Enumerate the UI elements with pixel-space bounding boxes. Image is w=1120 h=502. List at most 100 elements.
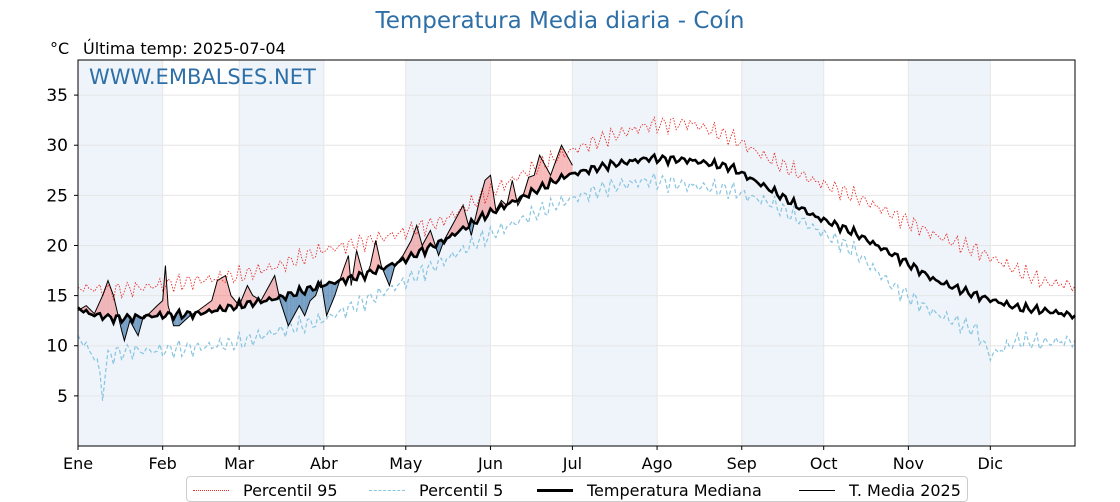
anomaly-fill-above <box>536 160 539 194</box>
anomaly-fill-above <box>460 207 462 230</box>
anomaly-fill-above <box>226 280 229 308</box>
anomaly-fill-above <box>217 279 219 311</box>
legend-item-p5: Percentil 5 <box>369 480 503 500</box>
anomaly-fill-above <box>248 288 251 302</box>
month-band-sep <box>741 60 824 446</box>
anomaly-fill-above <box>106 280 109 316</box>
anomaly-fill-below <box>285 296 287 322</box>
month-shading <box>78 60 991 446</box>
anomaly-fill-above <box>412 232 414 257</box>
series-line-median <box>77 152 1076 327</box>
anomaly-fill-above <box>165 265 167 317</box>
anomaly-fill-above <box>347 255 349 281</box>
anomaly-fill-below <box>386 265 389 283</box>
anomaly-fill-above <box>109 284 111 317</box>
anomaly-fill-below <box>293 295 296 316</box>
anomaly-fill-above <box>484 179 487 220</box>
anomaly-fill-below <box>300 289 302 311</box>
x-tick-label: May <box>389 454 422 473</box>
anomaly-fill-above <box>546 167 548 189</box>
x-tick-label: Abr <box>310 454 338 473</box>
anomaly-fill-above <box>545 165 547 189</box>
y-axis-unit-label: °C <box>50 39 70 58</box>
anomaly-fill-below <box>288 292 290 326</box>
anomaly-fill-above <box>452 222 454 235</box>
anomaly-fill-above <box>108 280 110 316</box>
anomaly-fill-below <box>136 315 139 336</box>
anomaly-fill-above <box>215 280 218 311</box>
anomaly-fill-above <box>486 177 488 218</box>
y-tick-label: 15 <box>46 287 68 307</box>
month-band-may <box>405 60 491 446</box>
anomaly-fill-above <box>218 278 221 309</box>
anomaly-fill-above <box>271 278 274 301</box>
anomaly-fill-above <box>101 295 103 320</box>
anomaly-fill-above <box>553 164 555 183</box>
anomaly-fill-below <box>303 293 305 316</box>
y-tick-label: 5 <box>57 387 68 407</box>
y-tick-label: 35 <box>46 86 68 106</box>
plot-frame <box>77 59 1076 447</box>
series-lines <box>77 115 1076 401</box>
anomaly-fill-above <box>566 155 569 177</box>
anomaly-fill-above <box>509 186 511 204</box>
anomaly-fill-below <box>284 298 286 318</box>
anomaly-fill-above <box>245 285 248 305</box>
last-temp-label: Última temp: 2025-07-04 <box>83 39 286 58</box>
anomaly-fill-above <box>427 232 429 248</box>
legend-item-median: Temperatura Mediana <box>537 480 762 500</box>
anomaly-fill-above <box>267 285 270 300</box>
x-tick-label: Oct <box>810 454 838 473</box>
legend-swatch-current <box>799 489 835 491</box>
anomaly-fill-above <box>214 285 216 311</box>
x-tick-label: Ago <box>642 454 673 473</box>
anomaly-fill-below <box>388 264 390 286</box>
legend-swatch-median <box>537 488 573 492</box>
anomaly-fill-above <box>113 295 115 324</box>
anomaly-fill-above <box>539 155 541 189</box>
anomaly-fill-above <box>569 160 572 174</box>
anomaly-fill-above <box>344 263 346 284</box>
anomaly-fill-above <box>461 205 464 229</box>
anomaly-fill-below <box>139 316 141 331</box>
anomaly-fill-below <box>471 219 473 236</box>
anomaly-fill-below <box>333 283 335 299</box>
anomaly-fill-above <box>543 162 546 189</box>
anomaly-fill-below <box>299 286 301 309</box>
anomaly-fill-above <box>540 157 543 186</box>
anomaly-fill-above <box>542 160 544 186</box>
legend-label-median: Temperatura Mediana <box>587 480 762 500</box>
anomaly-fill-above <box>247 285 249 302</box>
anomaly-fill-above <box>428 230 431 246</box>
series-line-current <box>77 143 573 343</box>
anomaly-fill-above <box>356 250 358 281</box>
legend-label-p5: Percentil 5 <box>419 480 504 500</box>
anomaly-fill-above <box>375 240 378 274</box>
anomaly-fill-above <box>534 170 536 193</box>
anomaly-fill-above <box>225 275 227 311</box>
anomaly-fill-below <box>291 292 293 321</box>
anomaly-fill-above <box>532 175 535 192</box>
month-band-ene <box>78 60 163 446</box>
anomaly-fill-below <box>332 282 334 303</box>
y-tick-label: 10 <box>46 337 68 357</box>
anomaly-fill-above <box>480 190 483 216</box>
anomaly-fill-above <box>564 150 566 179</box>
anomaly-fill-below <box>177 309 180 326</box>
anomaly-fill-above <box>538 155 540 192</box>
anomaly-fill-below <box>301 292 304 314</box>
x-tick-label: Feb <box>149 454 177 473</box>
anomaly-fill-below <box>295 295 297 314</box>
anomaly-fill-below <box>327 281 330 313</box>
anomaly-fill-above <box>418 230 420 254</box>
anomaly-fill-above <box>270 280 272 301</box>
axes: 5 10 15 20 25 30 35 Ene Feb Mar Abr May Jun Jul Ago Sep… <box>46 59 1076 473</box>
anomaly-fill-above <box>411 236 413 255</box>
anomaly-fill-below <box>307 286 309 309</box>
watermark: WWW.EMBALSES.NET <box>89 65 316 89</box>
anomaly-fill-above <box>269 283 271 299</box>
anomaly-fill-above <box>531 175 533 190</box>
anomaly-fills <box>78 145 573 341</box>
x-tick-label: Ene <box>63 454 93 473</box>
